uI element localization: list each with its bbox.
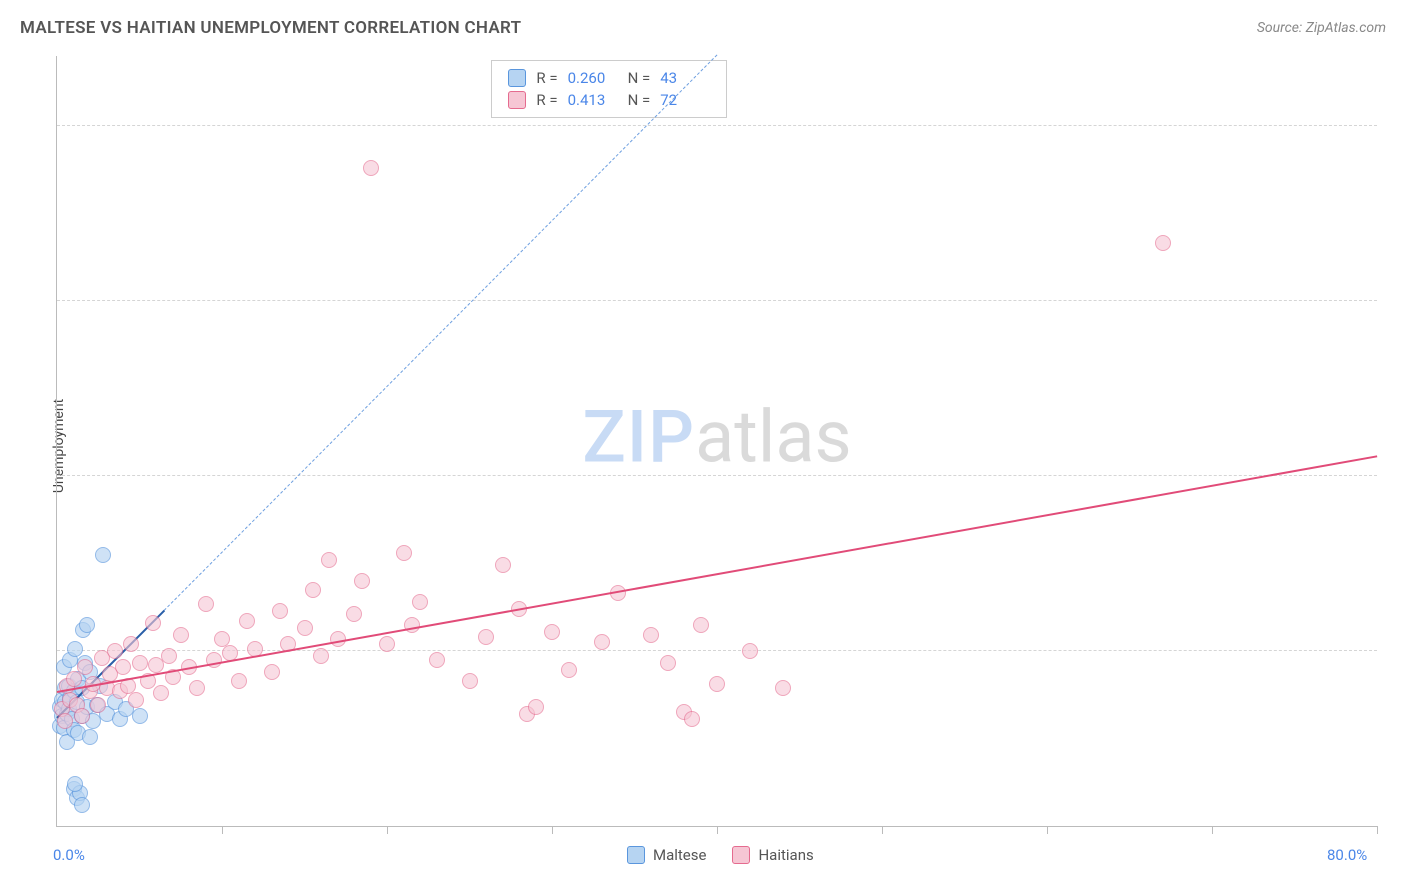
legend-swatch-haitians (508, 91, 526, 109)
data-point-haitians (74, 708, 90, 724)
data-point-haitians (145, 615, 161, 631)
data-point-maltese (95, 547, 111, 563)
data-point-maltese (67, 641, 83, 657)
data-point-haitians (189, 680, 205, 696)
legend-swatch-haitians (732, 846, 750, 864)
data-point-haitians (495, 557, 511, 573)
plot-area: ZIPatlas R =0.260N =43R =0.413N =72 Malt… (56, 56, 1377, 827)
legend-item-maltese: Maltese (627, 846, 706, 864)
data-point-haitians (379, 636, 395, 652)
stat-r-value-haitians: 0.413 (568, 91, 608, 109)
y-tick-label: 7.5% (1387, 643, 1406, 659)
trend-line-haitians (57, 455, 1377, 693)
data-point-haitians (462, 673, 478, 689)
watermark: ZIPatlas (582, 394, 851, 479)
legend-label-haitians: Haitians (758, 846, 813, 864)
legend-swatch-maltese (627, 846, 645, 864)
data-point-haitians (153, 685, 169, 701)
data-point-haitians (775, 680, 791, 696)
data-point-haitians (643, 627, 659, 643)
data-point-haitians (709, 676, 725, 692)
data-point-haitians (132, 655, 148, 671)
gridline (57, 475, 1377, 476)
x-axis-label: 0.0% (53, 846, 85, 864)
data-point-haitians (396, 545, 412, 561)
x-axis-label: 80.0% (1327, 846, 1367, 864)
x-tick (552, 826, 553, 834)
stat-r-value-maltese: 0.260 (568, 69, 608, 87)
data-point-haitians (404, 617, 420, 633)
legend-bottom: Maltese Haitians (627, 846, 814, 864)
data-point-haitians (305, 582, 321, 598)
data-point-maltese (82, 729, 98, 745)
data-point-haitians (90, 697, 106, 713)
y-tick-label: 22.5% (1387, 293, 1406, 309)
stats-row-maltese: R =0.260N =43 (508, 67, 710, 89)
data-point-haitians (429, 652, 445, 668)
watermark-right: atlas (695, 394, 852, 479)
x-tick (1377, 826, 1378, 834)
data-point-maltese (67, 776, 83, 792)
x-tick (1212, 826, 1213, 834)
data-point-haitians (693, 617, 709, 633)
data-point-haitians (1155, 235, 1171, 251)
x-tick (1047, 826, 1048, 834)
data-point-haitians (231, 673, 247, 689)
data-point-haitians (57, 713, 73, 729)
data-point-haitians (561, 662, 577, 678)
data-point-haitians (544, 624, 560, 640)
stats-legend-box: R =0.260N =43R =0.413N =72 (491, 60, 727, 118)
legend-label-maltese: Maltese (653, 846, 706, 864)
chart-title: MALTESE VS HAITIAN UNEMPLOYMENT CORRELAT… (20, 18, 521, 38)
data-point-haitians (412, 594, 428, 610)
data-point-haitians (313, 648, 329, 664)
data-point-maltese (79, 617, 95, 633)
legend-item-haitians: Haitians (732, 846, 813, 864)
source-label: Source: ZipAtlas.com (1257, 20, 1386, 36)
data-point-haitians (684, 711, 700, 727)
data-point-haitians (528, 699, 544, 715)
data-point-haitians (346, 606, 362, 622)
legend-swatch-maltese (508, 69, 526, 87)
stat-r-label: R = (536, 69, 557, 87)
data-point-haitians (363, 160, 379, 176)
data-point-haitians (478, 629, 494, 645)
data-point-haitians (77, 659, 93, 675)
data-point-haitians (239, 613, 255, 629)
data-point-haitians (198, 596, 214, 612)
trend-line-maltese-extrapolated (164, 55, 717, 611)
y-tick-label: 15.0% (1387, 468, 1406, 484)
data-point-haitians (742, 643, 758, 659)
data-point-haitians (660, 655, 676, 671)
data-point-haitians (297, 620, 313, 636)
data-point-maltese (74, 797, 90, 813)
stat-n-label: N = (628, 69, 651, 87)
gridline (57, 125, 1377, 126)
data-point-haitians (173, 627, 189, 643)
data-point-haitians (594, 634, 610, 650)
data-point-haitians (107, 643, 123, 659)
stat-n-label: N = (628, 91, 651, 109)
data-point-haitians (321, 552, 337, 568)
data-point-haitians (128, 692, 144, 708)
x-tick (387, 826, 388, 834)
data-point-haitians (354, 573, 370, 589)
x-tick (222, 826, 223, 834)
data-point-haitians (272, 603, 288, 619)
data-point-haitians (264, 664, 280, 680)
x-tick (882, 826, 883, 834)
data-point-haitians (161, 648, 177, 664)
stat-r-label: R = (536, 91, 557, 109)
data-point-haitians (123, 636, 139, 652)
gridline (57, 300, 1377, 301)
x-tick (717, 826, 718, 834)
y-tick-label: 30.0% (1387, 118, 1406, 134)
data-point-maltese (132, 708, 148, 724)
data-point-haitians (115, 659, 131, 675)
watermark-left: ZIP (582, 394, 695, 479)
